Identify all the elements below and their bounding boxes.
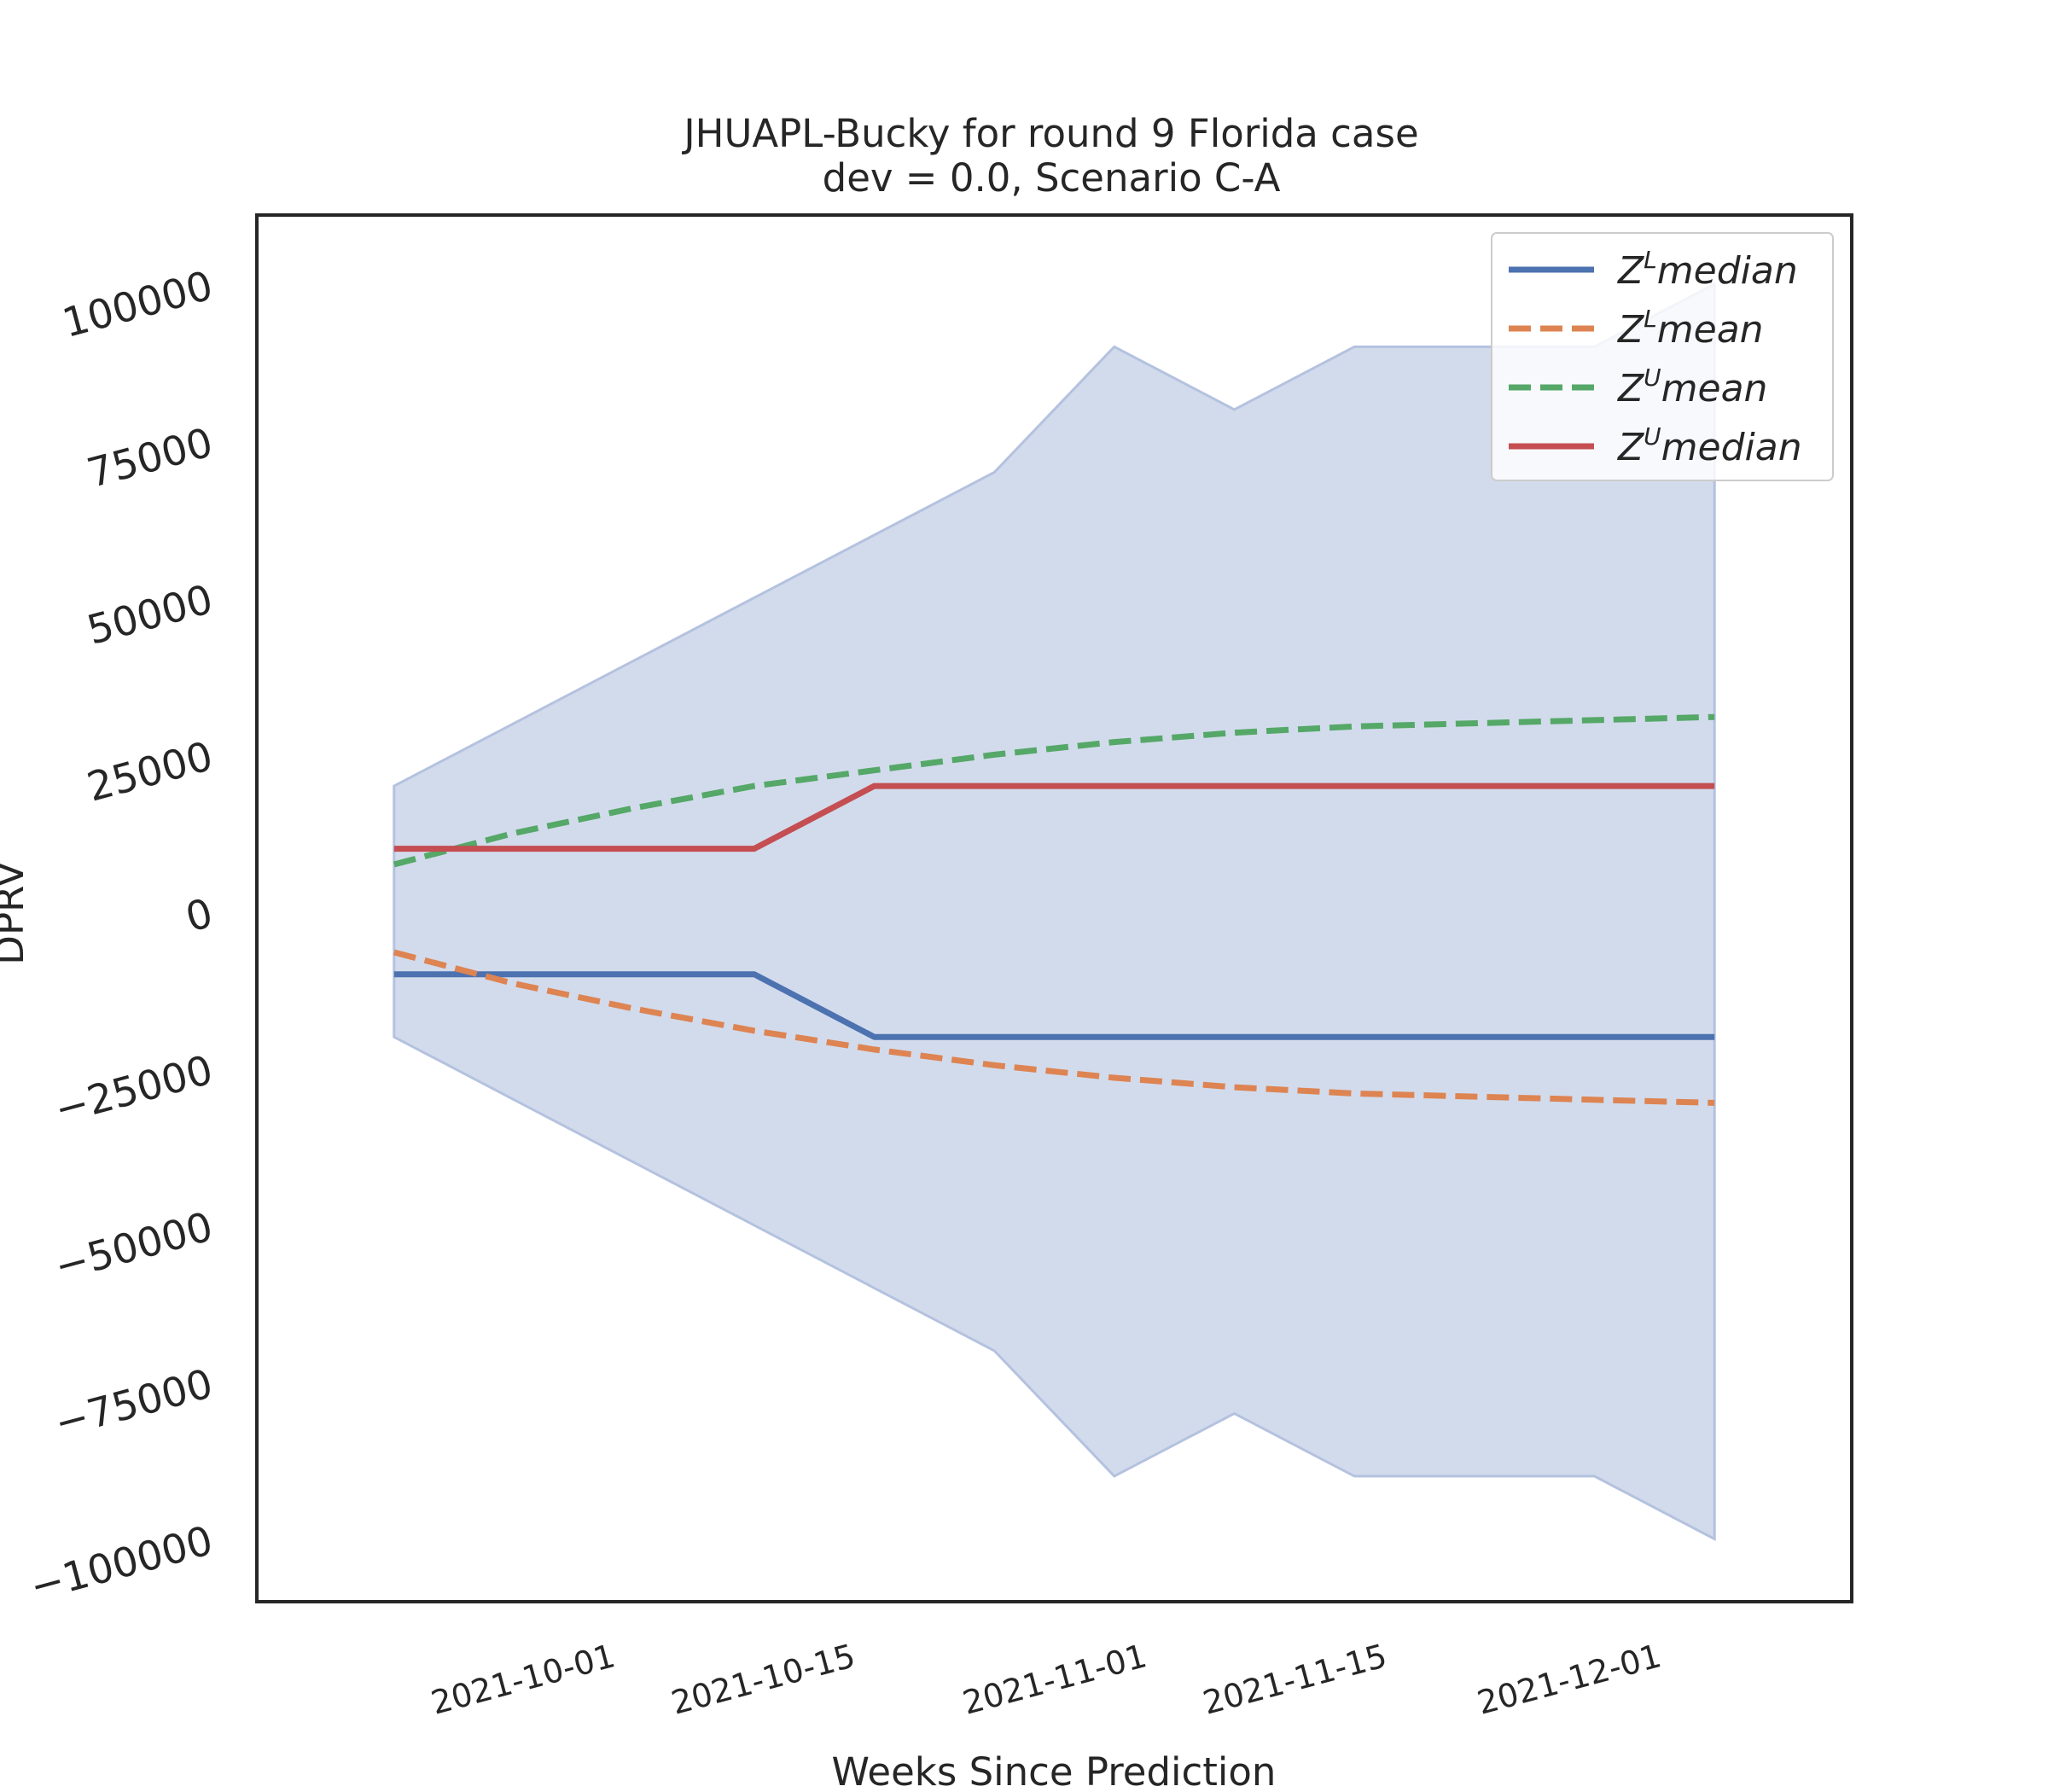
- series-line-zu-median: [393, 783, 1715, 852]
- series-line-zl-mean: [393, 949, 1715, 1106]
- y-tick-label: 50000: [82, 576, 218, 655]
- legend-label: ZLmedian: [1617, 246, 1798, 293]
- series-line-zu-mean: [393, 713, 1715, 868]
- chart-subtitle: dev = 0.0, Scenario C-A: [823, 155, 1281, 201]
- chart-title: JHUAPL-Bucky for round 9 Florida case: [681, 111, 1418, 156]
- series-line-zl-median: [393, 971, 1715, 1040]
- x-axis-ticks: 2021-10-01 2021-10-15 2021-11-01 2021-11-15…: [428, 1637, 1666, 1722]
- y-tick-label: −25000: [49, 1046, 218, 1133]
- plot-area: [393, 282, 1716, 1541]
- legend: ZLmedian ZLmean ZUmean ZUmedian: [1491, 232, 1834, 481]
- y-tick-label: −50000: [49, 1203, 218, 1290]
- y-tick-label: 75000: [82, 419, 218, 497]
- legend-label: ZUmedian: [1617, 422, 1802, 469]
- x-tick-label: 2021-12-01: [1474, 1637, 1666, 1722]
- x-tick-label: 2021-10-15: [667, 1637, 859, 1722]
- x-tick-label: 2021-11-01: [959, 1637, 1151, 1722]
- y-axis-ticks: 100000 75000 50000 25000 0 −25000 −50000 −75000…: [26, 262, 218, 1610]
- x-axis-label: Weeks Since Prediction: [832, 1749, 1277, 1792]
- y-tick-label: 25000: [82, 733, 218, 812]
- x-tick-label: 2021-10-01: [428, 1637, 620, 1722]
- legend-frame: [1491, 232, 1834, 481]
- y-tick-label: −75000: [49, 1360, 218, 1447]
- y-tick-label: −100000: [26, 1517, 218, 1611]
- legend-label: ZUmean: [1617, 364, 1767, 410]
- y-tick-label: 100000: [58, 262, 218, 347]
- legend-label: ZLmean: [1617, 305, 1764, 352]
- x-tick-label: 2021-11-15: [1199, 1637, 1391, 1722]
- plot-frame: [255, 213, 1853, 1603]
- y-axis-label: DPRV: [0, 861, 32, 965]
- y-tick-label: 0: [181, 890, 218, 942]
- uncertainty-band: [393, 282, 1716, 1541]
